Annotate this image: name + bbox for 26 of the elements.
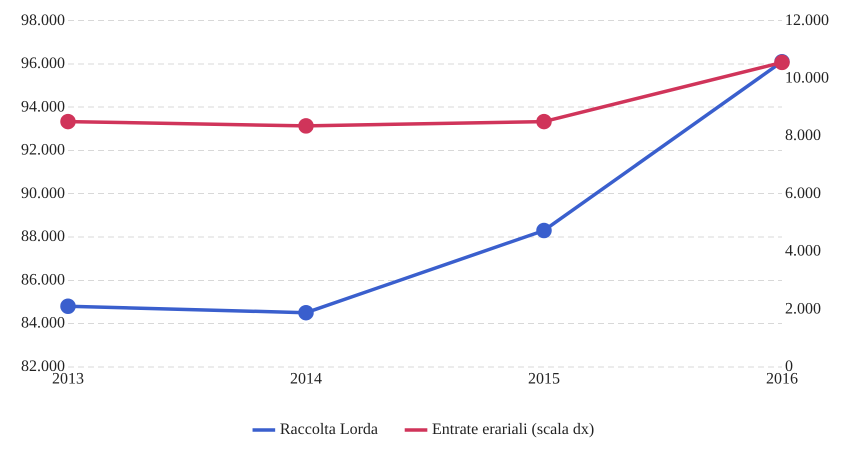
y2-tick-label: 2.000 (785, 300, 821, 318)
point (536, 114, 552, 130)
legend-label: Raccolta Lorda (280, 421, 378, 438)
y-tick-label: 92.000 (21, 142, 65, 159)
y-tick-label: 98.000 (21, 12, 65, 29)
point (60, 114, 76, 130)
y2-tick-label: 12.000 (785, 12, 829, 29)
point (536, 222, 552, 238)
x-tick-label: 2014 (290, 370, 322, 388)
x-tick-label: 2016 (766, 370, 798, 388)
y2-tick-label: 4.000 (785, 242, 821, 260)
y-tick-label: 96.000 (21, 55, 65, 72)
y-tick-label: 90.000 (21, 184, 65, 202)
point (298, 304, 314, 320)
y2-tick-label: 10.000 (785, 70, 829, 87)
legend-label: Entrate erariali (scala dx) (432, 421, 594, 438)
x-tick-label: 2015 (528, 370, 560, 388)
y2-tick-label: 8.000 (785, 127, 821, 144)
point (60, 298, 76, 314)
y-tick-label: 88.000 (21, 228, 65, 246)
x-tick-label: 2013 (52, 370, 84, 388)
point (298, 118, 314, 134)
y-tick-label: 84.000 (21, 314, 65, 332)
y-tick-label: 94.000 (21, 98, 65, 116)
y-tick-label: 86.000 (21, 271, 65, 288)
y2-tick-label: 6.000 (785, 184, 821, 202)
